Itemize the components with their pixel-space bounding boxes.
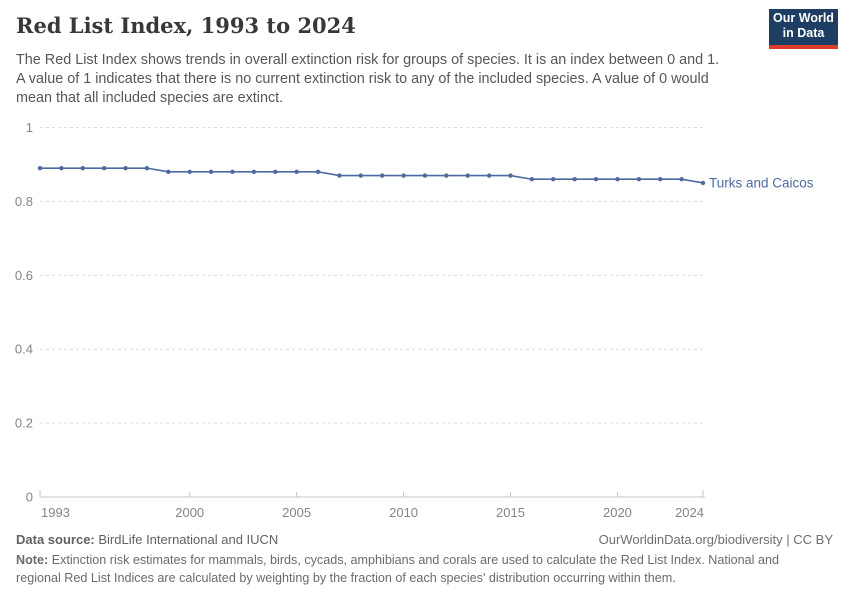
data-source-line: Data source: BirdLife International and …	[16, 532, 278, 547]
data-point[interactable]	[37, 165, 43, 171]
data-point[interactable]	[572, 177, 577, 182]
data-point[interactable]	[144, 165, 150, 171]
y-axis-tick-label: 1	[26, 120, 33, 135]
x-axis-tick-label: 2010	[389, 505, 418, 520]
data-point[interactable]	[486, 173, 492, 178]
data-point[interactable]	[636, 177, 642, 182]
data-point[interactable]	[615, 177, 620, 182]
data-point[interactable]	[187, 169, 192, 175]
owid-logo[interactable]: Our World in Data	[769, 9, 838, 49]
y-axis-tick-label: 0	[26, 490, 33, 505]
note-line: Note: Extinction risk estimates for mamm…	[16, 553, 779, 567]
data-point[interactable]	[444, 173, 449, 178]
data-point[interactable]	[294, 169, 299, 175]
chart-subtitle: The Red List Index shows trends in overa…	[16, 51, 719, 108]
data-point[interactable]	[251, 169, 257, 175]
data-point[interactable]	[551, 177, 556, 182]
data-point[interactable]	[658, 177, 663, 182]
series-turks-and-caicos[interactable]: Turks and Caicos	[37, 165, 814, 190]
chart-title: Red List Index, 1993 to 2024	[16, 13, 356, 38]
x-axis-tick-label: 2024	[675, 505, 704, 520]
data-point[interactable]	[465, 173, 470, 178]
data-point[interactable]	[337, 173, 342, 178]
data-point[interactable]	[230, 169, 235, 175]
series-line[interactable]	[40, 167, 704, 184]
data-point[interactable]	[166, 169, 171, 175]
chart-note: Note: Extinction risk estimates for mamm…	[16, 552, 779, 587]
owid-logo-line2: in Data	[782, 26, 825, 40]
data-source-value: BirdLife International and IUCN	[98, 532, 279, 547]
attribution-link[interactable]: OurWorldinData.org/biodiversity | CC BY	[598, 532, 833, 547]
y-axis-tick-label: 0.6	[15, 268, 33, 283]
data-point[interactable]	[123, 165, 128, 171]
data-point[interactable]	[593, 177, 599, 182]
data-point[interactable]	[273, 169, 278, 175]
data-point[interactable]	[379, 173, 385, 178]
x-axis-tick-label: 1993	[41, 505, 70, 520]
data-point[interactable]	[679, 177, 684, 182]
data-point[interactable]	[80, 165, 85, 171]
data-point[interactable]	[315, 169, 321, 175]
subtitle-line: The Red List Index shows trends in overa…	[16, 52, 720, 68]
y-axis-tick-label: 0.2	[15, 416, 33, 431]
data-point[interactable]	[208, 169, 214, 175]
data-point[interactable]	[59, 165, 64, 171]
data-point[interactable]	[358, 173, 364, 178]
x-axis-tick-label: 2000	[175, 505, 204, 520]
data-point[interactable]	[101, 165, 107, 171]
data-point[interactable]	[700, 180, 706, 186]
subtitle-line: A value of 1 indicates that there is no …	[16, 71, 709, 87]
subtitle-line: mean that all included species are extin…	[16, 90, 284, 106]
owid-logo-line1: Our World	[773, 11, 834, 25]
y-axis-tick-label: 0.4	[15, 342, 33, 357]
data-point[interactable]	[401, 173, 406, 178]
data-point[interactable]	[508, 173, 513, 178]
data-source-label: Data source:	[16, 532, 95, 547]
x-axis-tick-label: 2020	[603, 505, 632, 520]
series-end-label[interactable]: Turks and Caicos	[709, 175, 814, 190]
red-list-index-line-chart[interactable]: 0 0.2 0.4 0.6 0.8 1 1993 2000 2005 2010 2015 2020 20…	[0, 0, 850, 528]
x-axis-tick-label: 2005	[282, 505, 311, 520]
y-axis-tick-label: 0.8	[15, 194, 33, 209]
x-axis-tick-label: 2015	[496, 505, 525, 520]
data-point[interactable]	[529, 177, 535, 182]
note-line: regional Red List Indices are calculated…	[16, 570, 676, 585]
note-label: Note:	[16, 553, 49, 567]
data-point[interactable]	[422, 173, 428, 178]
